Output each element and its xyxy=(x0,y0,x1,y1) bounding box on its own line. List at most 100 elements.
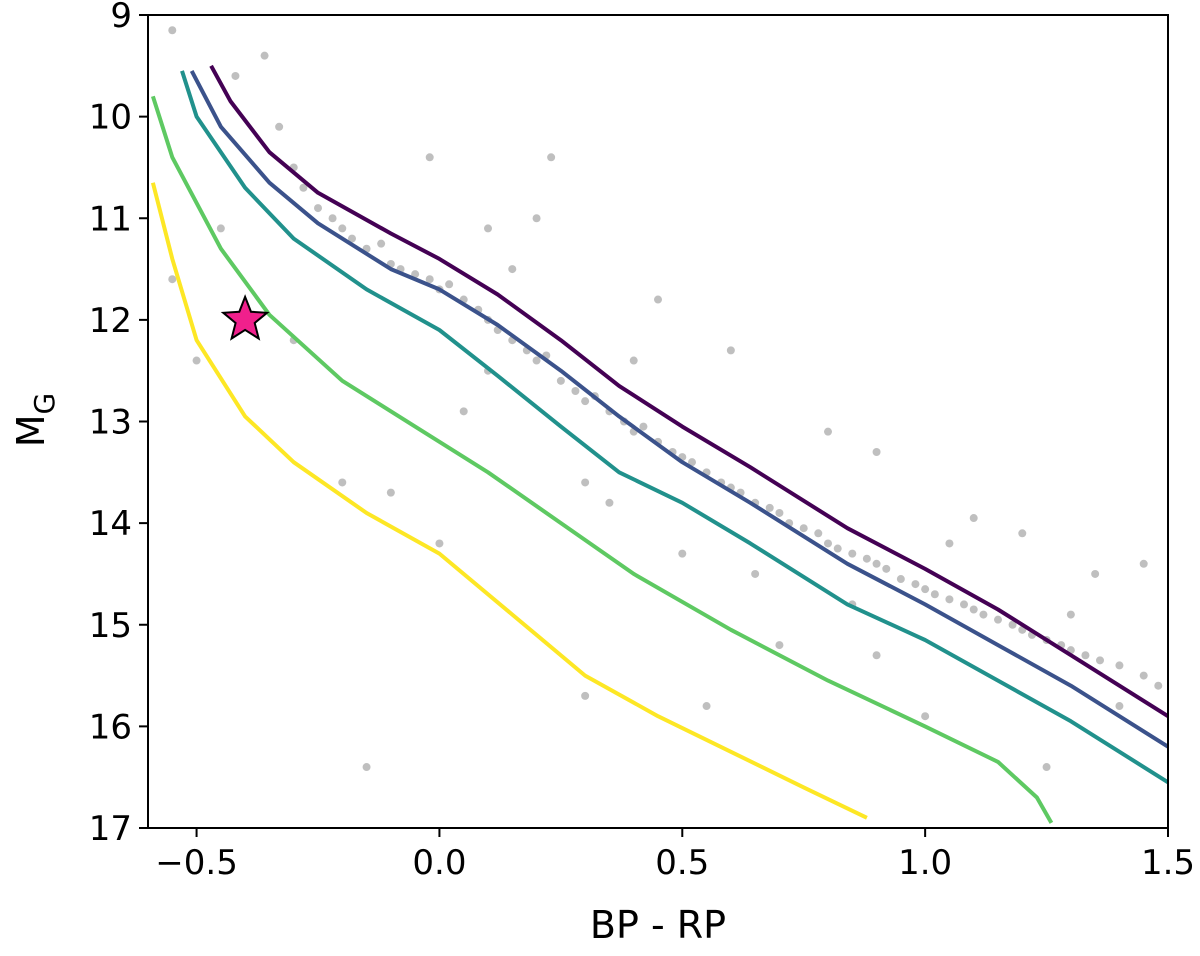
data-point xyxy=(299,183,308,192)
data-point xyxy=(765,503,774,512)
x-tick-label: −0.5 xyxy=(155,843,238,883)
data-point xyxy=(581,478,590,487)
y-axis-label-main: M xyxy=(9,414,53,447)
data-point xyxy=(168,275,177,284)
data-point xyxy=(882,564,891,573)
data-point xyxy=(775,641,784,650)
data-point xyxy=(338,224,347,233)
data-point xyxy=(508,265,517,274)
data-point xyxy=(231,71,240,80)
data-point xyxy=(328,214,337,223)
data-point xyxy=(969,514,978,523)
isochrone-line xyxy=(189,69,1170,749)
y-axis-label: MG xyxy=(9,393,61,448)
data-point xyxy=(605,498,614,507)
data-point xyxy=(532,356,541,365)
data-point xyxy=(581,397,590,406)
plot-frame xyxy=(147,14,1169,829)
data-point xyxy=(629,356,638,365)
data-point xyxy=(411,270,420,279)
data-point xyxy=(484,224,492,233)
data-point xyxy=(862,554,871,563)
data-point xyxy=(581,691,590,700)
data-point xyxy=(377,239,386,248)
y-tick-label: 10 xyxy=(89,98,132,138)
data-point xyxy=(1018,529,1027,538)
data-point xyxy=(775,508,784,517)
data-point xyxy=(930,590,939,599)
data-point xyxy=(654,295,662,304)
data-point xyxy=(216,224,225,233)
data-point xyxy=(896,575,905,584)
data-point xyxy=(362,763,371,772)
data-point xyxy=(872,447,881,456)
isochrone-line xyxy=(180,70,1170,784)
data-point xyxy=(445,280,454,289)
data-point xyxy=(1008,620,1017,629)
data-point xyxy=(338,478,347,487)
data-point xyxy=(921,585,930,594)
data-point xyxy=(751,569,760,578)
data-point xyxy=(688,458,696,467)
data-point xyxy=(1081,651,1090,660)
data-point xyxy=(979,610,988,619)
data-point xyxy=(824,427,832,436)
highlight-star xyxy=(220,294,270,341)
isochrone-line xyxy=(150,182,868,820)
data-point xyxy=(192,356,201,365)
x-tick-label: 0.5 xyxy=(655,843,709,883)
x-axis-label: BP - RP xyxy=(590,903,726,947)
data-point xyxy=(848,549,857,558)
y-tick-label: 16 xyxy=(89,707,132,747)
data-point xyxy=(872,651,881,660)
data-point xyxy=(1066,610,1075,619)
y-tick-label: 17 xyxy=(89,809,132,849)
data-point xyxy=(678,549,687,558)
data-point xyxy=(260,51,269,60)
data-point xyxy=(1154,681,1163,690)
y-tick-label: 13 xyxy=(89,403,132,443)
data-point xyxy=(1091,569,1100,578)
data-point xyxy=(945,595,954,604)
data-point xyxy=(911,580,920,589)
data-point xyxy=(833,544,842,553)
data-point xyxy=(945,539,954,548)
data-point xyxy=(435,539,444,548)
data-point xyxy=(386,488,395,497)
data-point xyxy=(425,153,434,162)
data-point xyxy=(702,702,711,711)
data-point xyxy=(547,153,556,162)
data-point xyxy=(556,376,565,385)
isochrone-line xyxy=(150,95,1054,824)
data-point xyxy=(459,407,468,416)
data-point xyxy=(969,605,978,614)
data-point xyxy=(799,524,808,533)
data-point xyxy=(532,214,541,223)
y-tick-label: 9 xyxy=(110,0,132,36)
x-tick-label: 1.0 xyxy=(898,843,952,883)
data-point xyxy=(994,615,1002,624)
data-point xyxy=(1115,661,1124,670)
data-point xyxy=(314,204,322,213)
data-point xyxy=(726,346,735,355)
data-point xyxy=(814,529,823,538)
y-tick-label: 15 xyxy=(89,606,132,646)
data-point xyxy=(1139,671,1148,680)
data-point xyxy=(1115,702,1124,711)
data-point xyxy=(960,600,968,609)
data-point xyxy=(639,422,648,431)
data-point xyxy=(275,122,284,131)
data-point xyxy=(571,387,580,396)
y-tick-label: 14 xyxy=(89,504,132,544)
data-point xyxy=(1042,763,1051,772)
data-point xyxy=(872,559,881,568)
data-point xyxy=(824,539,832,548)
y-axis-label-sub: G xyxy=(28,393,61,415)
data-point xyxy=(1139,559,1148,568)
data-point xyxy=(348,234,356,243)
data-point xyxy=(1096,656,1104,665)
data-point xyxy=(425,275,434,284)
y-tick-label: 11 xyxy=(89,199,132,239)
x-tick-label: 1.5 xyxy=(1141,843,1195,883)
